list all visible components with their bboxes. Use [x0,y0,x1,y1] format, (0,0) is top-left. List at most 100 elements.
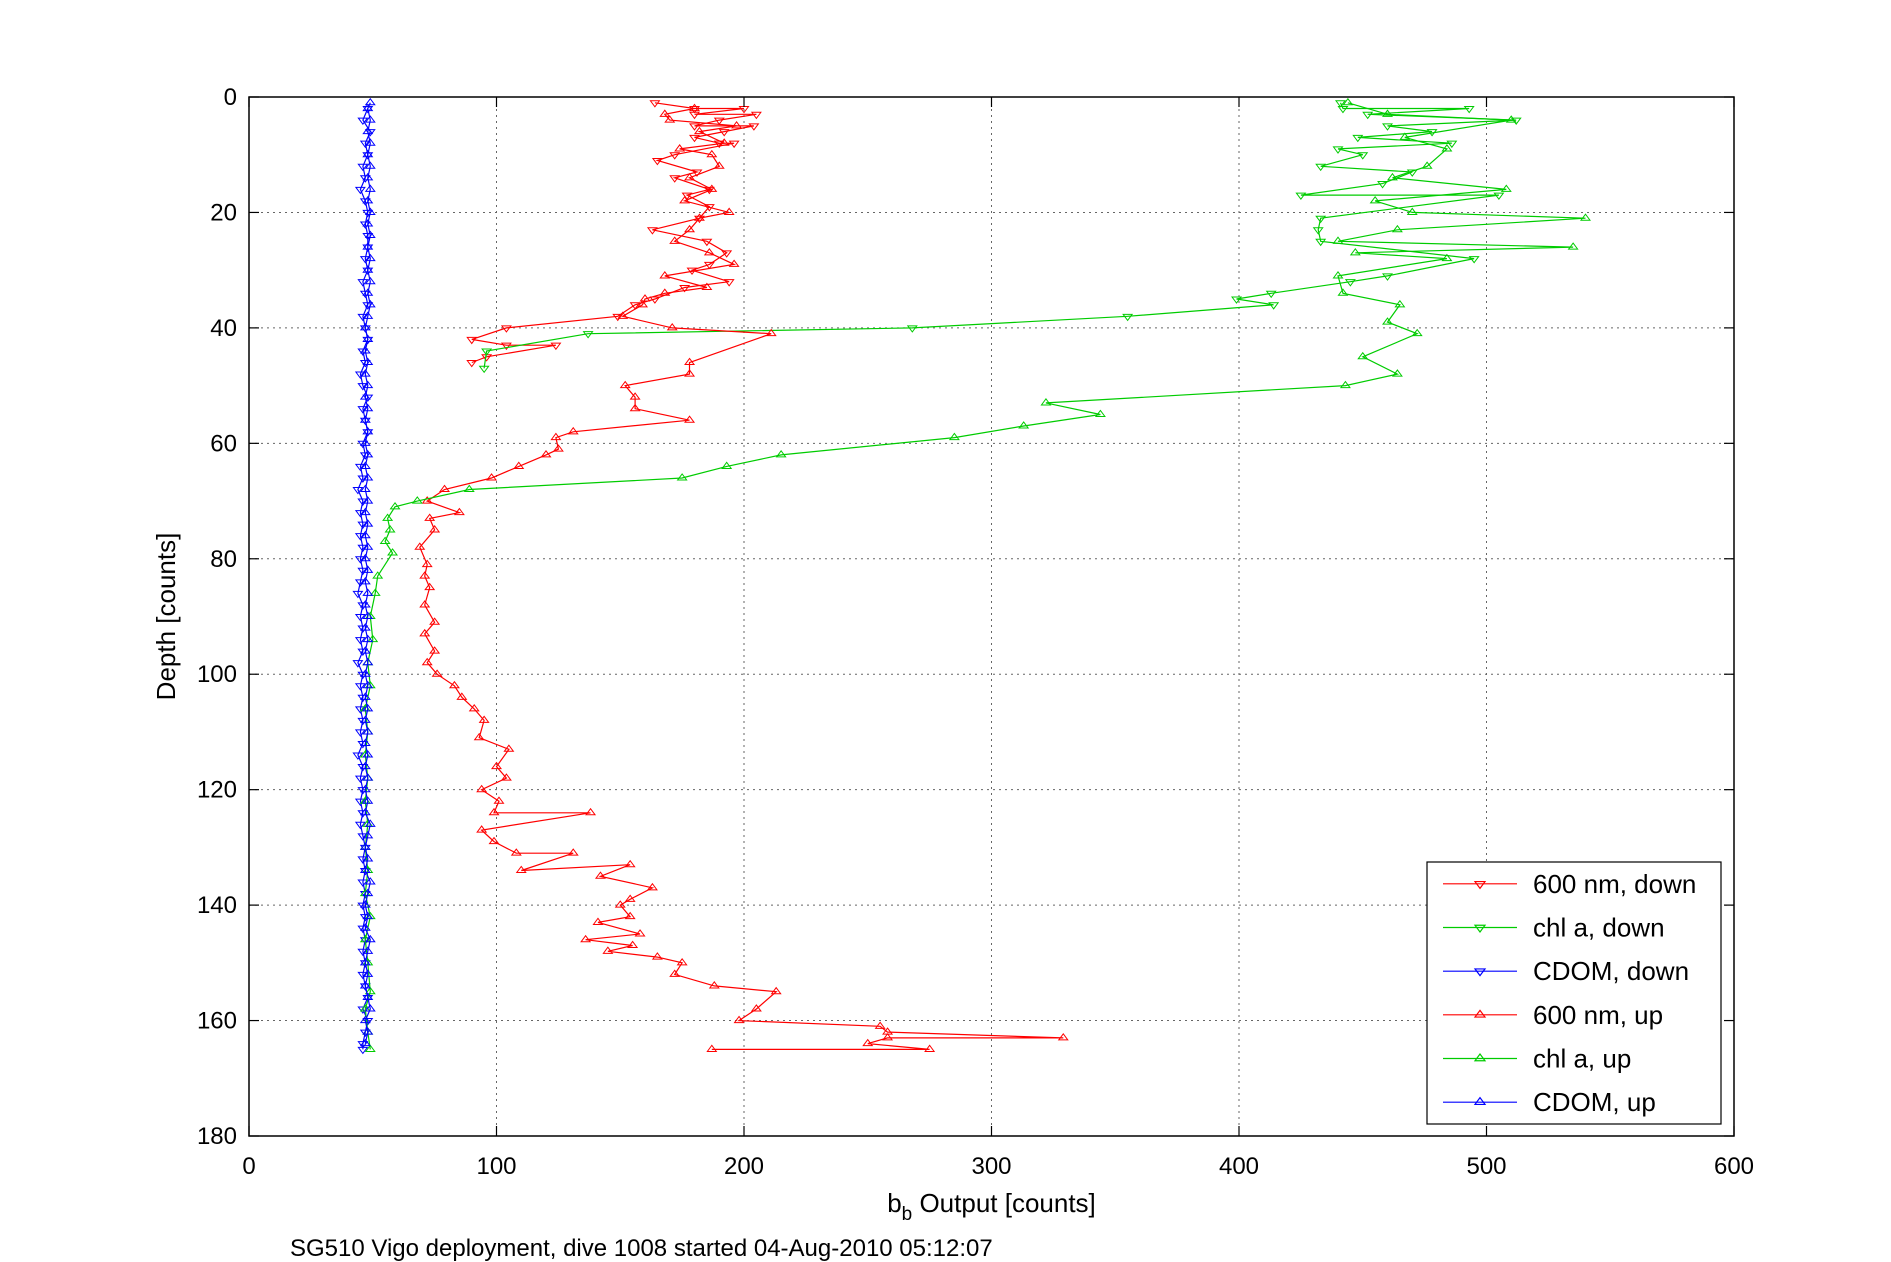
data-point [362,565,374,573]
x-axis-label-main: b [887,1188,901,1218]
data-point [624,859,636,868]
data-point [718,138,730,146]
data-point [1421,161,1433,169]
data-point [703,261,715,270]
data-point [384,525,396,533]
data-point [679,284,691,293]
legend-entry-label: 600 nm, up [1533,1000,1663,1030]
data-point [748,123,760,131]
data-point [362,773,374,781]
y-tick-label: 80 [210,546,237,573]
x-axis-label: bb Output [counts] [887,1188,1096,1225]
data-point [448,680,460,689]
data-point [354,821,366,830]
data-point [674,144,686,152]
data-point [362,657,374,666]
data-point [689,111,700,120]
data-point [703,186,715,195]
x-tick-label: 200 [724,1153,764,1180]
series-line [364,102,371,1044]
data-point [411,496,423,504]
data-point [1362,111,1374,120]
data-point [362,992,374,1000]
data-point [357,406,369,414]
legend-swatch-marker [1473,1052,1487,1062]
series-line [357,108,371,1050]
data-point [359,1015,371,1024]
data-point [666,322,678,331]
data-point [1334,100,1346,108]
series-0 [466,100,762,368]
data-point [721,250,733,258]
data-point [659,288,671,296]
data-point [354,706,366,714]
data-point [1337,288,1349,296]
data-point [1386,172,1398,181]
data-point [728,140,740,149]
data-point [1018,421,1030,429]
data-point [359,1038,371,1047]
data-point [359,784,371,793]
data-point [359,438,371,446]
y-tick-label: 20 [210,199,237,226]
legend-entry-label: CDOM, down [1533,956,1689,986]
data-point [357,1046,369,1055]
data-point [359,415,371,423]
data-point [359,807,371,816]
data-point [510,848,522,856]
data-point [362,334,374,342]
data-point [357,833,369,841]
data-point [689,134,700,143]
data-point [500,773,512,781]
data-point [362,196,374,204]
data-point [669,175,681,183]
data-point [679,196,691,204]
legend: 600 nm, down chl a, down CDOM, down 600 nm,… [1426,861,1722,1125]
data-point [488,836,500,845]
data-point [1463,106,1475,114]
data-point [1339,380,1351,389]
data-point [629,302,641,310]
data-point [362,888,374,897]
data-point [357,521,369,530]
data-point [473,732,485,741]
y-tick-label: 160 [197,1008,237,1035]
data-point [362,796,374,804]
data-point [352,486,364,495]
data-point [701,282,713,291]
data-point [362,473,374,481]
data-point [357,498,369,506]
x-axis-label-subscript: b [902,1204,913,1225]
legend-entry-label: chl a, down [1533,913,1665,943]
data-point [359,369,371,377]
data-point [466,336,478,345]
data-point [684,172,696,181]
data-point [1377,181,1389,189]
data-point [1315,163,1327,172]
data-point [359,761,371,770]
figure-caption: SG510 Vigo deployment, dive 1008 started… [290,1235,993,1262]
x-tick-label: 300 [971,1153,1011,1180]
data-point [1094,409,1106,417]
data-point [364,934,376,943]
data-point [1391,369,1403,377]
data-point [359,346,371,354]
data-point [414,542,426,550]
data-point [429,617,441,625]
data-point [456,692,468,700]
series-line [483,102,1517,369]
data-point [1295,192,1307,201]
data-point [362,242,374,250]
data-point [646,882,658,891]
data-point [1580,213,1591,221]
data-point [693,126,705,135]
series-layer [352,97,1591,1055]
data-point [1312,227,1324,235]
data-point [359,530,371,539]
data-point [713,161,725,169]
data-point [619,380,631,389]
data-point [1441,144,1453,152]
data-point [646,227,658,235]
data-point [862,1038,874,1047]
data-point [362,106,374,114]
